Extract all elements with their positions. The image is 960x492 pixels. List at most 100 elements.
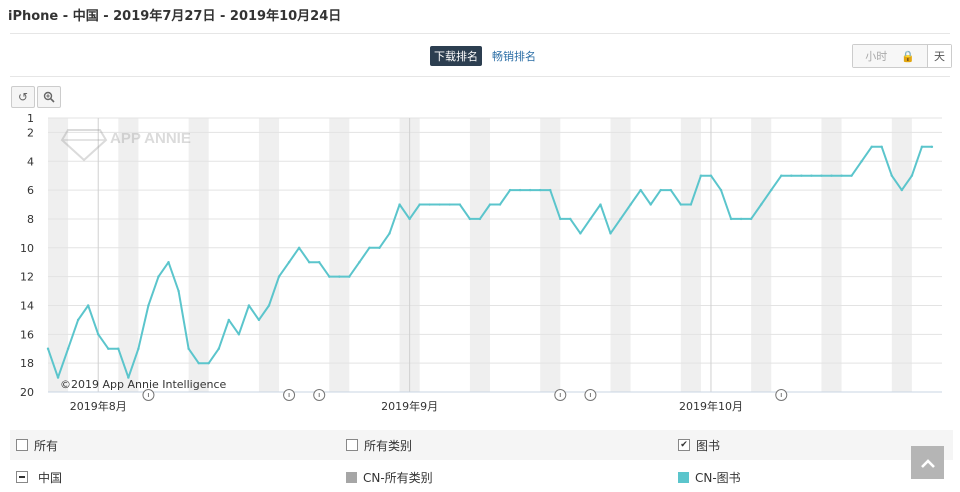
data-point[interactable] [930,145,934,149]
data-point[interactable] [659,188,662,192]
data-point[interactable] [790,174,793,177]
data-point[interactable] [267,304,271,307]
data-point[interactable] [187,347,190,350]
data-point[interactable] [719,188,723,192]
data-point[interactable] [438,203,441,206]
annotation-marker-icon[interactable] [283,389,296,401]
legend-china[interactable]: 中国 [16,469,62,486]
data-point[interactable] [227,318,231,322]
data-point[interactable] [287,261,291,264]
data-point[interactable] [800,174,803,177]
checkbox-books[interactable]: ✔ [678,439,690,451]
data-point[interactable] [448,203,451,206]
data-point[interactable] [167,261,170,264]
checkbox-all-categories[interactable] [346,439,358,451]
data-point[interactable] [609,232,612,235]
data-point[interactable] [689,203,693,206]
data-point[interactable] [368,246,371,249]
data-point[interactable] [398,203,401,206]
data-point[interactable] [107,347,110,350]
data-point[interactable] [599,203,602,206]
data-point[interactable] [579,232,582,235]
series-line-books[interactable] [47,145,932,379]
scroll-top-button[interactable] [911,446,944,479]
data-point[interactable] [739,217,743,221]
data-point[interactable] [86,304,90,307]
data-point[interactable] [539,188,542,192]
data-point[interactable] [307,261,311,264]
data-point[interactable] [157,275,160,278]
data-point[interactable] [780,174,783,177]
data-point[interactable] [709,174,713,177]
data-point[interactable] [348,275,351,278]
annotation-marker-icon[interactable] [142,389,155,401]
data-point[interactable] [147,304,150,307]
data-point[interactable] [679,203,683,206]
granularity-hour-button[interactable]: 小时 🔒 [853,45,927,67]
tab-grossing-rank[interactable]: 畅销排名 [492,50,536,63]
data-point[interactable] [569,217,572,221]
data-point[interactable] [217,347,220,350]
data-point[interactable] [247,304,251,307]
data-point[interactable] [137,347,140,350]
data-point[interactable] [408,217,411,221]
data-point[interactable] [237,333,241,336]
data-point[interactable] [418,203,421,206]
data-point[interactable] [76,318,80,322]
data-point[interactable] [699,174,703,177]
legend-cn-books[interactable]: CN-图书 [678,469,741,486]
data-point[interactable] [257,318,261,322]
data-point[interactable] [498,203,502,206]
data-point[interactable] [66,347,70,350]
tab-download-rank[interactable]: 下载排名 [430,46,482,66]
filter-all-categories[interactable]: 所有类别 [346,437,412,454]
data-point[interactable] [619,217,622,221]
data-point[interactable] [810,174,813,177]
data-point[interactable] [458,203,462,206]
data-point[interactable] [468,217,472,221]
annotation-marker-icon[interactable] [584,389,597,401]
data-point[interactable] [920,145,924,149]
data-point[interactable] [770,188,773,192]
data-point[interactable] [197,361,200,365]
data-point[interactable] [629,203,632,206]
data-point[interactable] [318,261,321,264]
data-point[interactable] [488,203,492,206]
data-point[interactable] [518,188,522,192]
data-point[interactable] [207,361,210,365]
data-point[interactable] [559,217,562,221]
data-point[interactable] [478,217,482,221]
data-point[interactable] [729,217,733,221]
data-point[interactable] [277,275,281,278]
annotation-marker-icon[interactable] [554,389,567,401]
collapse-minus-icon[interactable] [16,471,28,483]
data-point[interactable] [860,160,863,163]
filter-books[interactable]: ✔ 图书 [678,437,720,454]
data-point[interactable] [840,174,843,177]
filter-all[interactable]: 所有 [16,437,58,454]
data-point[interactable] [428,203,431,206]
data-point[interactable] [759,203,763,206]
reset-zoom-button[interactable]: ↺ [11,86,35,108]
data-point[interactable] [830,174,833,177]
data-point[interactable] [358,261,361,264]
data-point[interactable] [297,246,301,249]
data-point[interactable] [890,174,893,177]
data-point[interactable] [328,275,331,278]
data-point[interactable] [97,333,100,336]
data-point[interactable] [177,289,180,293]
data-point[interactable] [749,217,753,221]
granularity-day-button[interactable]: 天 [927,45,951,67]
data-point[interactable] [669,188,672,192]
data-point[interactable] [117,347,120,350]
legend-cn-all-categories[interactable]: CN-所有类别 [346,469,433,486]
data-point[interactable] [900,188,904,192]
data-point[interactable] [910,174,914,177]
data-point[interactable] [46,347,50,350]
data-point[interactable] [508,188,512,192]
data-point[interactable] [127,376,130,379]
checkbox-all[interactable] [16,439,28,451]
data-point[interactable] [820,174,823,177]
annotation-marker-icon[interactable] [313,389,326,401]
data-point[interactable] [850,174,853,177]
